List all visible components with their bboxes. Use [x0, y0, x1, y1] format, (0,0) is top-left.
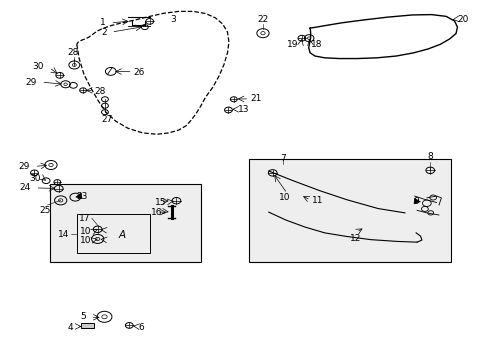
Text: 15: 15 [154, 198, 166, 207]
Text: 23: 23 [77, 192, 88, 201]
Text: 21: 21 [250, 94, 261, 103]
Bar [249, 158, 450, 262]
Text: 9: 9 [413, 197, 419, 206]
Text: 16: 16 [151, 208, 163, 217]
Text: 30: 30 [33, 62, 44, 71]
Text: 7: 7 [280, 154, 285, 163]
Text: 27: 27 [102, 115, 113, 124]
Text: 10: 10 [278, 193, 289, 202]
Text: 26: 26 [133, 68, 145, 77]
Text: 29: 29 [25, 78, 36, 87]
Text: 10: 10 [80, 235, 91, 244]
Text: 19: 19 [286, 40, 297, 49]
Text: 20: 20 [456, 15, 468, 24]
Text: 2: 2 [102, 28, 107, 37]
Text: 1: 1 [100, 18, 106, 27]
Text: 28: 28 [67, 48, 79, 57]
Text: 4: 4 [67, 323, 73, 332]
Text: 25: 25 [40, 206, 51, 215]
Text: 12: 12 [349, 234, 360, 243]
Text: 30: 30 [30, 174, 41, 183]
Text: 13: 13 [237, 105, 249, 114]
Text: 29: 29 [18, 162, 30, 171]
Bar [50, 184, 201, 262]
Text: 5: 5 [81, 312, 86, 321]
Bar [77, 214, 149, 253]
Text: A: A [118, 230, 125, 240]
Text: 3: 3 [170, 15, 176, 24]
Text: 11: 11 [311, 196, 323, 205]
Text: 8: 8 [427, 152, 432, 161]
Text: 22: 22 [257, 14, 268, 23]
Text: 17: 17 [79, 214, 90, 223]
Text: 24: 24 [19, 183, 30, 192]
Text: 14: 14 [58, 230, 69, 239]
Text: 18: 18 [310, 40, 322, 49]
Bar [81, 323, 94, 328]
Text: 10: 10 [80, 226, 91, 235]
Text: 6: 6 [138, 323, 144, 332]
Text: 28: 28 [95, 86, 106, 95]
